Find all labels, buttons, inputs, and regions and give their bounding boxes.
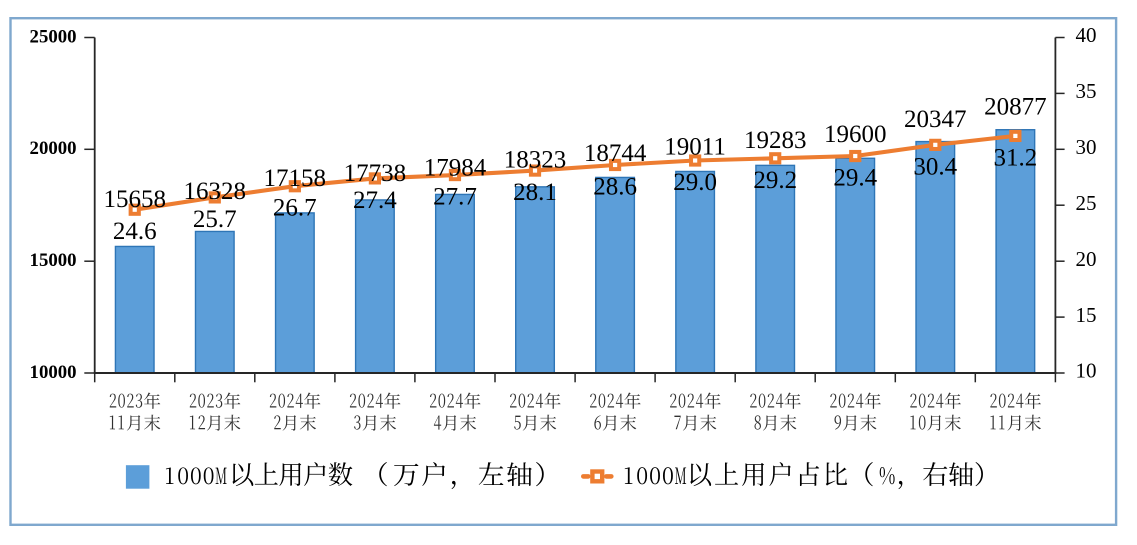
svg-text:10: 10 <box>1076 359 1097 383</box>
svg-text:25000: 25000 <box>30 26 77 47</box>
svg-text:30: 30 <box>1076 135 1097 159</box>
svg-text:27.7: 27.7 <box>433 184 477 211</box>
svg-text:17984: 17984 <box>424 155 487 182</box>
svg-text:29.2: 29.2 <box>753 167 797 194</box>
svg-text:27.4: 27.4 <box>353 187 397 214</box>
svg-text:35: 35 <box>1076 79 1097 103</box>
svg-text:17158: 17158 <box>264 165 327 192</box>
svg-text:26.7: 26.7 <box>273 195 317 222</box>
svg-text:31.2: 31.2 <box>994 144 1038 171</box>
svg-text:20347: 20347 <box>904 106 967 133</box>
svg-text:29.4: 29.4 <box>833 165 877 192</box>
svg-text:15: 15 <box>1076 303 1097 327</box>
svg-text:20000: 20000 <box>30 138 77 159</box>
svg-text:25.7: 25.7 <box>193 206 237 233</box>
svg-text:24.6: 24.6 <box>113 218 157 245</box>
svg-text:15658: 15658 <box>103 186 166 213</box>
svg-text:20: 20 <box>1076 247 1097 271</box>
svg-text:18323: 18323 <box>504 147 567 174</box>
svg-text:19011: 19011 <box>664 134 726 161</box>
svg-text:28.1: 28.1 <box>513 179 557 206</box>
svg-text:16328: 16328 <box>184 178 247 205</box>
svg-text:29.0: 29.0 <box>673 169 717 196</box>
svg-text:19600: 19600 <box>824 121 887 148</box>
svg-text:18744: 18744 <box>584 140 647 167</box>
svg-text:30.4: 30.4 <box>913 153 957 180</box>
svg-text:20877: 20877 <box>984 94 1047 121</box>
svg-text:17738: 17738 <box>344 160 407 187</box>
svg-text:15000: 15000 <box>30 250 77 271</box>
svg-text:25: 25 <box>1076 191 1097 215</box>
svg-text:28.6: 28.6 <box>593 174 637 201</box>
svg-text:10000: 10000 <box>30 362 77 383</box>
svg-text:40: 40 <box>1076 23 1097 47</box>
svg-text:19283: 19283 <box>744 127 807 154</box>
